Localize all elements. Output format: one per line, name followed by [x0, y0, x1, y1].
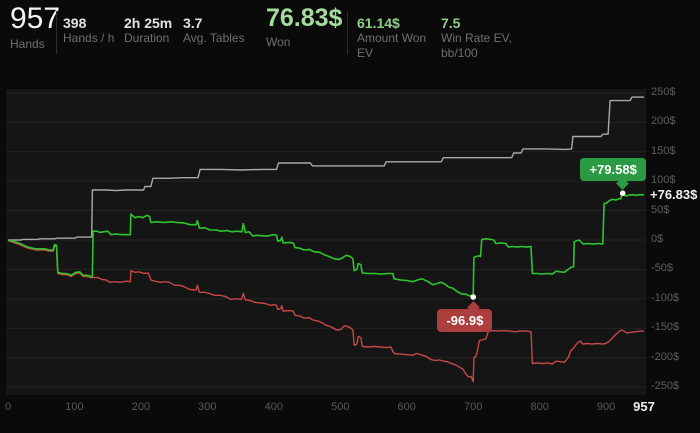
stat-won-value: 76.83$ [266, 4, 343, 32]
stats-divider [56, 11, 57, 54]
y-axis-label: -250$ [651, 380, 680, 392]
stat-duration-label: Duration [124, 31, 170, 45]
x-axis-label: 900 [596, 401, 616, 413]
stat-won: 76.83$ Won [266, 3, 342, 50]
stat-hands-per-hour: 398 Hands / h [63, 15, 114, 46]
y-axis-label: 150$ [651, 144, 676, 157]
stat-won-label: Won [266, 35, 291, 49]
x-axis-label: 500 [331, 401, 350, 413]
red-line [7, 239, 644, 383]
stat-avg-tables: 3.7 Avg. Tables [183, 15, 245, 46]
marker-dot [619, 190, 626, 196]
current-winnings-label: +76.83$ [650, 186, 698, 202]
y-axis-label: 250$ [651, 86, 676, 98]
stat-win-rate-ev-value: 7.5 [441, 15, 461, 31]
x-axis-label: 800 [530, 401, 549, 413]
y-axis-label: -200$ [651, 350, 680, 363]
stat-duration: 2h 25m Duration [124, 15, 172, 46]
green-line [7, 192, 645, 298]
winnings-graph [6, 92, 646, 388]
stat-avg-tables-value: 3.7 [183, 15, 203, 31]
y-axis-label: 200$ [651, 115, 676, 128]
stat-hands-value: 957 [10, 2, 61, 35]
x-axis-final-label: 957 [633, 399, 655, 414]
winnings-graph-panel [6, 89, 646, 395]
stat-avg-tables-label: Avg. Tables [183, 31, 245, 45]
y-axis-label: 100$ [651, 174, 676, 187]
stat-hands-label: Hands [10, 37, 45, 51]
stat-hands-per-hour-label: Hands / h [63, 31, 115, 45]
y-axis-label: 50$ [651, 203, 670, 216]
gray-line [8, 96, 644, 241]
stat-amount-won-ev: 61.14$ Amount Won EV [357, 15, 441, 61]
x-axis-label: 700 [464, 401, 483, 413]
y-axis-label: -50$ [651, 262, 674, 275]
x-axis-label: 600 [397, 401, 416, 413]
stat-hands: 957 Hands [10, 2, 60, 52]
x-axis-label: 100 [65, 401, 84, 413]
x-axis-label: 400 [264, 401, 284, 413]
y-axis-label: 0$ [651, 233, 664, 245]
stat-duration-value: 2h 25m [124, 15, 173, 31]
stat-win-rate-ev-label: Win Rate EV, bb/100 [441, 31, 512, 60]
x-axis-label: 0 [4, 401, 12, 413]
stats-divider [347, 11, 348, 54]
x-axis-label: 200 [131, 401, 151, 413]
stat-amount-won-ev-value: 61.14$ [357, 15, 400, 31]
stat-win-rate-ev: 7.5 Win Rate EV, bb/100 [441, 15, 529, 61]
marker-dot [470, 294, 477, 300]
y-axis-label: -150$ [651, 321, 680, 334]
y-axis-label: -100$ [651, 291, 680, 304]
x-axis-label: 300 [198, 401, 217, 413]
stat-amount-won-ev-label: Amount Won EV [357, 31, 427, 60]
stat-hands-per-hour-value: 398 [63, 15, 87, 31]
